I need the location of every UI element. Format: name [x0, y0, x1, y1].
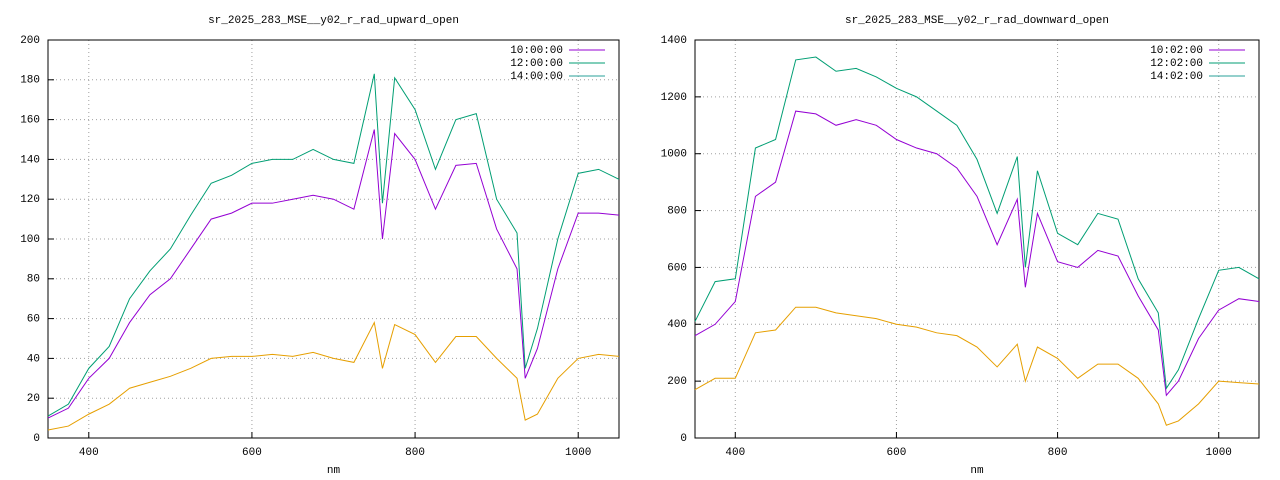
y-tick-label: 40 — [27, 353, 40, 365]
data-line — [47, 129, 620, 419]
data-line — [694, 56, 1260, 390]
y-tick-label: 600 — [667, 262, 687, 274]
legend-label: 10:00:00 — [510, 45, 563, 57]
y-tick-label: 80 — [27, 274, 40, 286]
chart-title: sr_2025_283_MSE__y02_r_rad_downward_open — [845, 15, 1109, 27]
data-line — [47, 321, 620, 431]
legend-label: 12:00:00 — [510, 58, 563, 70]
legend-label: 14:00:00 — [510, 71, 563, 83]
y-tick-label: 20 — [27, 393, 40, 405]
y-tick-label: 0 — [680, 433, 687, 445]
y-tick-label: 120 — [20, 194, 40, 206]
x-tick-label: 400 — [79, 447, 99, 459]
plot-border — [694, 39, 1260, 439]
y-tick-label: 60 — [27, 314, 40, 326]
x-tick-label: 800 — [1048, 447, 1068, 459]
y-tick-label: 200 — [20, 35, 40, 47]
data-line — [694, 110, 1260, 397]
legend-label: 12:02:00 — [1150, 58, 1203, 70]
y-tick-label: 1200 — [661, 92, 687, 104]
y-tick-label: 1000 — [661, 149, 687, 161]
y-tick-label: 200 — [667, 376, 687, 388]
x-tick-label: 1000 — [565, 447, 591, 459]
legend-label: 10:02:00 — [1150, 45, 1203, 57]
y-tick-label: 140 — [20, 154, 40, 166]
x-tick-label: 600 — [887, 447, 907, 459]
legend-label: 14:02:00 — [1150, 71, 1203, 83]
y-tick-label: 160 — [20, 115, 40, 127]
chart-title: sr_2025_283_MSE__y02_r_rad_upward_open — [208, 15, 459, 27]
data-line — [694, 306, 1260, 426]
y-tick-label: 100 — [20, 234, 40, 246]
x-tick-label: 600 — [242, 447, 262, 459]
x-tick-label: 1000 — [1206, 447, 1232, 459]
y-tick-label: 400 — [667, 319, 687, 331]
plot-border — [47, 39, 620, 439]
y-tick-label: 800 — [667, 205, 687, 217]
y-tick-label: 1400 — [661, 35, 687, 47]
x-tick-label: 400 — [725, 447, 745, 459]
x-axis-label: nm — [970, 465, 984, 477]
y-tick-label: 180 — [20, 75, 40, 87]
y-tick-label: 0 — [33, 433, 40, 445]
x-tick-label: 800 — [405, 447, 425, 459]
data-line — [47, 73, 620, 417]
x-axis-label: nm — [327, 465, 341, 477]
